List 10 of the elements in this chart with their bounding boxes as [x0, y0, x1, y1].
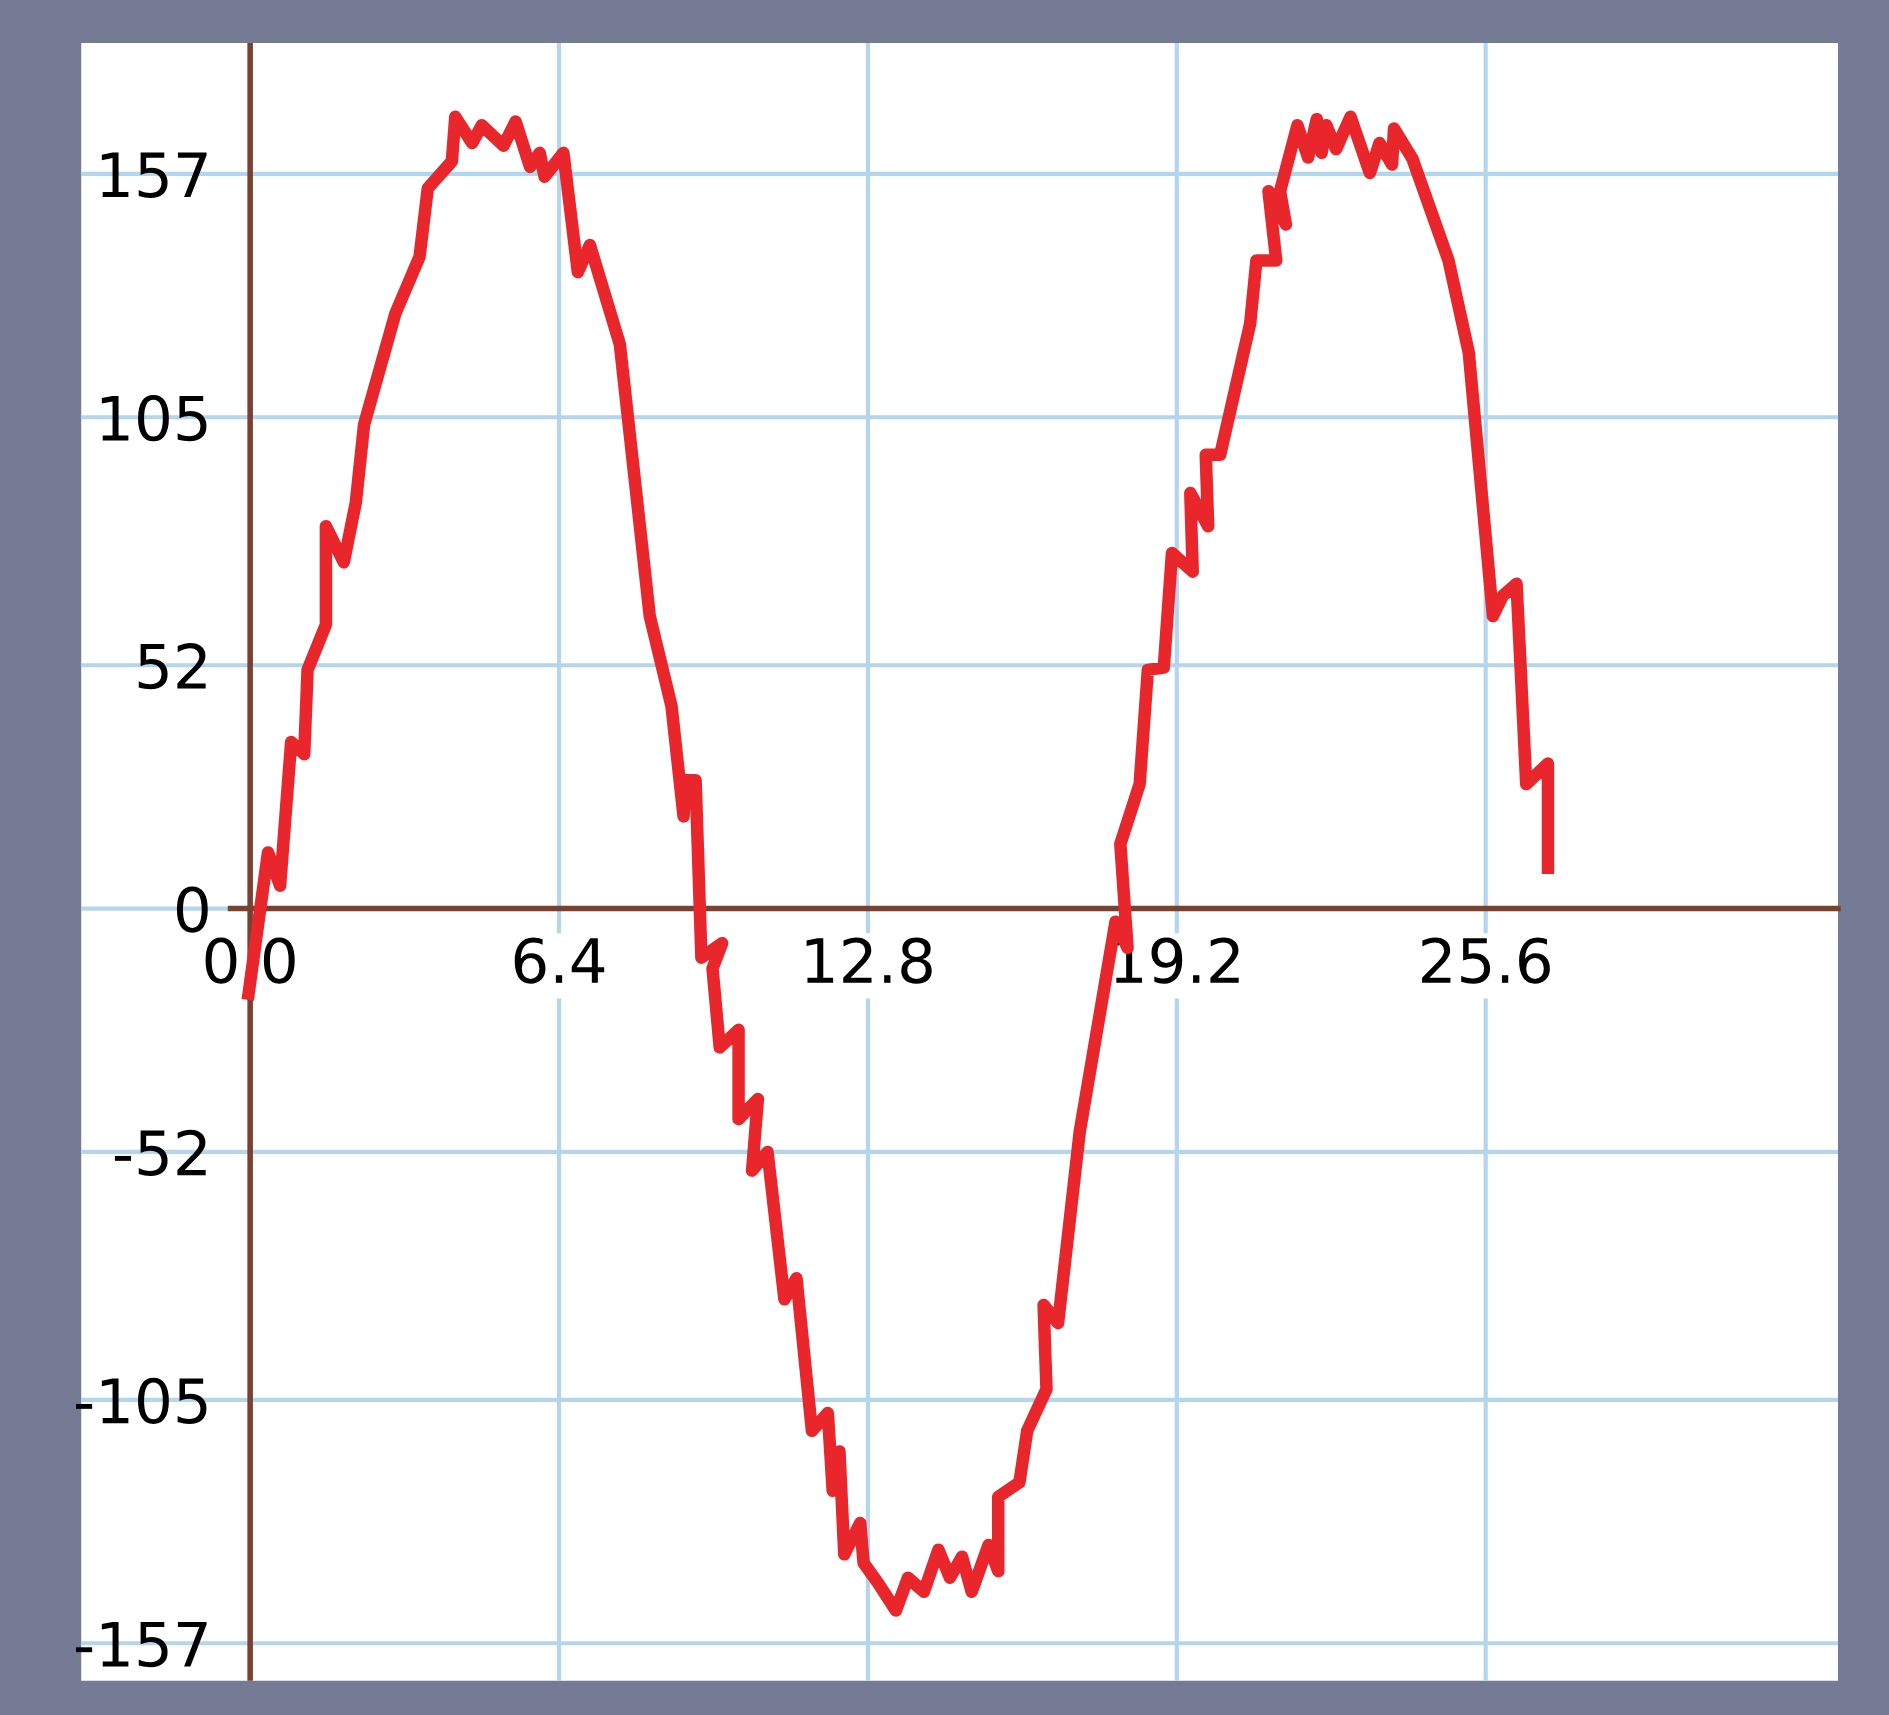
y-tick-label: -157	[76, 1621, 207, 1668]
x-tick-label: 12.8	[806, 937, 932, 984]
y-tick-label: -52	[114, 1129, 206, 1176]
x-tick-label: 25.6	[1422, 937, 1550, 984]
y-tick-label: 157	[101, 152, 207, 198]
y-tick-label: 105	[101, 395, 207, 442]
y-tick-label: 0	[176, 886, 208, 933]
y-tick-label: -105	[76, 1377, 207, 1425]
y-tick-label: 52	[138, 643, 206, 690]
x-tick-label: 6.4	[514, 937, 605, 984]
